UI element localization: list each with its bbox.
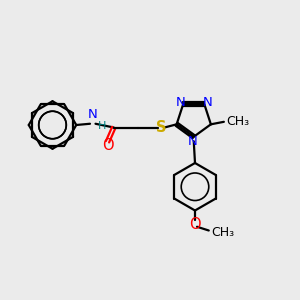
Text: O: O [189, 217, 201, 232]
Text: H: H [98, 121, 106, 131]
Text: CH₃: CH₃ [226, 115, 250, 128]
Text: S: S [156, 120, 166, 135]
Text: N: N [188, 135, 197, 148]
Text: N: N [202, 96, 212, 109]
Text: O: O [102, 138, 113, 153]
Text: N: N [175, 96, 185, 109]
Text: N: N [88, 108, 98, 121]
Text: CH₃: CH₃ [211, 226, 234, 239]
